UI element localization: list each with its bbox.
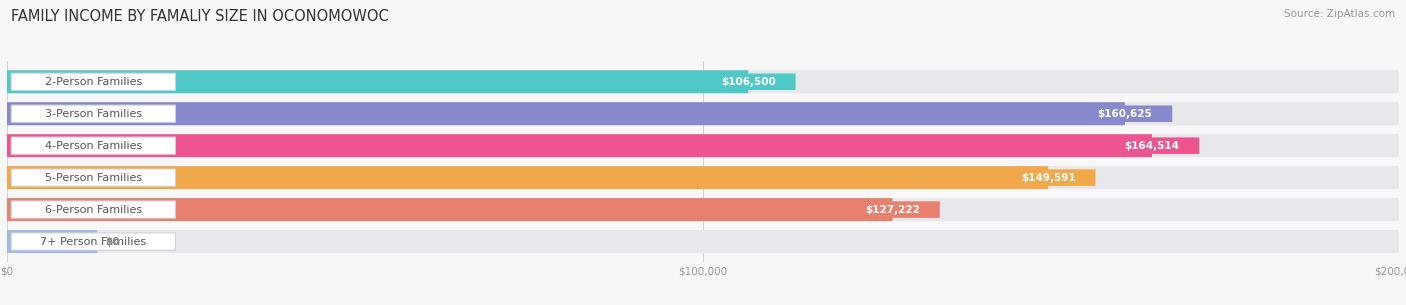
- FancyBboxPatch shape: [11, 169, 176, 186]
- FancyBboxPatch shape: [7, 70, 748, 93]
- FancyBboxPatch shape: [11, 137, 176, 154]
- FancyBboxPatch shape: [845, 201, 939, 218]
- Text: $149,591: $149,591: [1021, 173, 1076, 183]
- FancyBboxPatch shape: [702, 74, 796, 90]
- Text: $127,222: $127,222: [865, 205, 920, 215]
- FancyBboxPatch shape: [11, 73, 176, 90]
- Text: 3-Person Families: 3-Person Families: [45, 109, 142, 119]
- FancyBboxPatch shape: [1001, 169, 1095, 186]
- FancyBboxPatch shape: [7, 198, 1399, 221]
- Text: FAMILY INCOME BY FAMALIY SIZE IN OCONOMOWOC: FAMILY INCOME BY FAMALIY SIZE IN OCONOMO…: [11, 9, 389, 24]
- Text: 4-Person Families: 4-Person Families: [45, 141, 142, 151]
- Text: $0: $0: [105, 237, 121, 246]
- FancyBboxPatch shape: [11, 201, 176, 218]
- Text: $164,514: $164,514: [1125, 141, 1180, 151]
- FancyBboxPatch shape: [7, 198, 893, 221]
- FancyBboxPatch shape: [7, 230, 1399, 253]
- Text: 5-Person Families: 5-Person Families: [45, 173, 142, 183]
- FancyBboxPatch shape: [7, 166, 1047, 189]
- Text: 6-Person Families: 6-Person Families: [45, 205, 142, 215]
- FancyBboxPatch shape: [7, 70, 1399, 93]
- Text: $160,625: $160,625: [1098, 109, 1153, 119]
- FancyBboxPatch shape: [11, 105, 176, 122]
- Text: 2-Person Families: 2-Person Families: [45, 77, 142, 87]
- FancyBboxPatch shape: [11, 233, 176, 250]
- FancyBboxPatch shape: [7, 166, 1399, 189]
- FancyBboxPatch shape: [1105, 137, 1199, 154]
- FancyBboxPatch shape: [7, 134, 1399, 157]
- FancyBboxPatch shape: [7, 230, 97, 253]
- FancyBboxPatch shape: [7, 102, 1399, 125]
- Text: Source: ZipAtlas.com: Source: ZipAtlas.com: [1284, 9, 1395, 19]
- FancyBboxPatch shape: [7, 134, 1152, 157]
- FancyBboxPatch shape: [1077, 106, 1173, 122]
- FancyBboxPatch shape: [7, 102, 1125, 125]
- Text: 7+ Person Families: 7+ Person Families: [41, 237, 146, 246]
- Text: $106,500: $106,500: [721, 77, 776, 87]
